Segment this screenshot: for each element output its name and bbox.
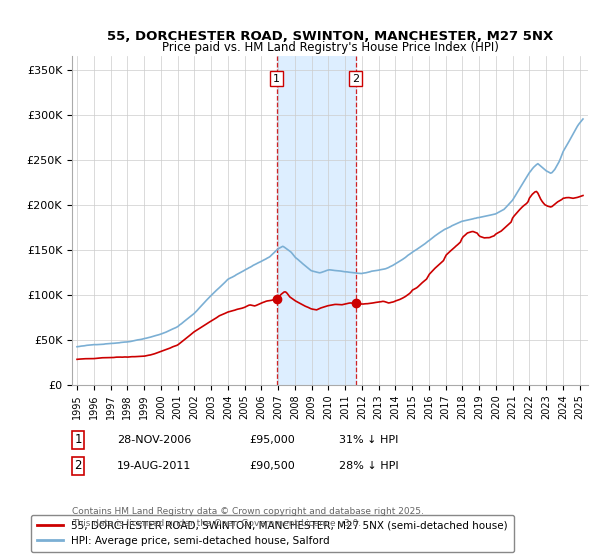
Text: 31% ↓ HPI: 31% ↓ HPI: [339, 435, 398, 445]
Text: £95,000: £95,000: [249, 435, 295, 445]
Text: Contains HM Land Registry data © Crown copyright and database right 2025.
This d: Contains HM Land Registry data © Crown c…: [72, 507, 424, 528]
Text: 1: 1: [74, 433, 82, 446]
Text: 19-AUG-2011: 19-AUG-2011: [117, 461, 191, 471]
Bar: [277, 56, 356, 385]
Text: 28% ↓ HPI: 28% ↓ HPI: [339, 461, 398, 471]
Text: 1: 1: [273, 73, 280, 83]
Text: 28-NOV-2006: 28-NOV-2006: [117, 435, 191, 445]
Text: 55, DORCHESTER ROAD, SWINTON, MANCHESTER, M27 5NX: 55, DORCHESTER ROAD, SWINTON, MANCHESTER…: [107, 30, 553, 43]
Text: 2: 2: [74, 459, 82, 473]
Text: 2: 2: [352, 73, 359, 83]
Legend: 55, DORCHESTER ROAD, SWINTON, MANCHESTER, M27 5NX (semi-detached house), HPI: Av: 55, DORCHESTER ROAD, SWINTON, MANCHESTER…: [31, 515, 514, 552]
Text: £90,500: £90,500: [249, 461, 295, 471]
Text: Price paid vs. HM Land Registry's House Price Index (HPI): Price paid vs. HM Land Registry's House …: [161, 41, 499, 54]
